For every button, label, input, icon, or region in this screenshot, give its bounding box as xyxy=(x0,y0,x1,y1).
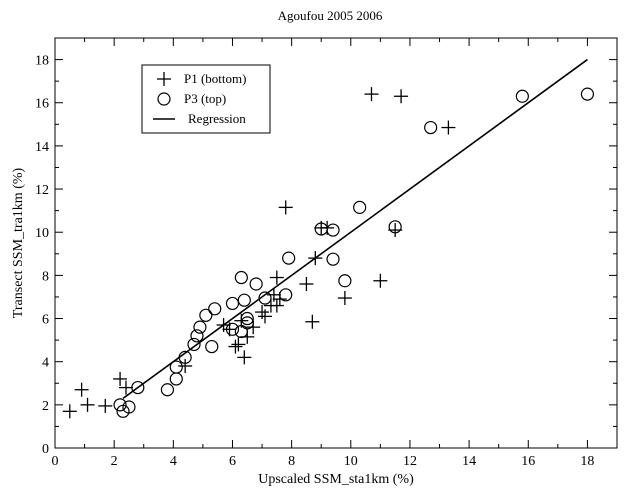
x-tick-label: 14 xyxy=(462,454,476,469)
p3-point xyxy=(208,302,222,316)
p3-point xyxy=(237,293,251,307)
p1-point xyxy=(62,404,77,419)
legend: P1 (bottom) P3 (top) Regression xyxy=(141,64,271,134)
p1-point xyxy=(337,291,352,306)
p3-point xyxy=(234,270,248,285)
p3-point xyxy=(515,89,529,103)
p3-point xyxy=(187,337,201,352)
p1-point xyxy=(80,397,95,412)
y-tick-label: 0 xyxy=(42,442,49,457)
p1-point xyxy=(228,339,243,354)
p1-point xyxy=(364,87,379,102)
y-tick-label: 4 xyxy=(42,356,49,371)
legend-label-p3: P3 (top) xyxy=(184,91,226,106)
p3-point xyxy=(160,383,174,397)
legend-marker-p3 xyxy=(157,92,171,106)
p1-point xyxy=(74,382,89,397)
p1-point xyxy=(237,350,252,365)
p1-point xyxy=(394,89,409,104)
p1-point xyxy=(308,251,323,266)
p1-point xyxy=(272,292,287,307)
p1-point xyxy=(178,359,193,373)
p3-point xyxy=(225,296,240,311)
p3-point xyxy=(326,252,340,266)
regression-line xyxy=(122,58,588,400)
p1-point xyxy=(441,120,456,135)
legend-label-p1: P1 (bottom) xyxy=(184,71,246,86)
p1-point xyxy=(278,200,293,215)
p3-point xyxy=(199,308,213,322)
p1-point xyxy=(118,380,133,395)
p1-point xyxy=(258,309,273,324)
x-tick-label: 8 xyxy=(288,454,295,469)
y-tick-label: 16 xyxy=(35,97,49,112)
y-tick-label: 10 xyxy=(35,226,49,241)
x-tick-label: 16 xyxy=(521,454,535,469)
y-tick-label: 8 xyxy=(42,269,49,284)
chart-title: Agoufou 2005 2006 xyxy=(278,8,383,23)
legend-marker-p1 xyxy=(157,72,171,86)
p1-point xyxy=(231,337,246,352)
p1-point xyxy=(299,277,314,291)
axis-ticks: 0 2 4 6 8 10 12 14 16 18 0 2 4 6 8 10 12 14 16 18 xyxy=(35,38,617,469)
p3-point xyxy=(169,372,183,386)
p1-point xyxy=(246,320,261,335)
y-axis-label: Transect SSM_tra1km (%) xyxy=(11,167,26,318)
p3-point xyxy=(580,87,595,101)
p3-point xyxy=(326,223,340,237)
p3-point xyxy=(353,200,367,214)
p3-point xyxy=(205,339,219,354)
p1-point xyxy=(113,371,128,386)
p3-point xyxy=(424,120,438,135)
y-tick-label: 2 xyxy=(42,399,49,414)
x-tick-label: 10 xyxy=(344,454,358,469)
x-tick-label: 4 xyxy=(170,454,177,469)
p1-point xyxy=(305,314,320,329)
p3-point xyxy=(122,400,136,414)
p3-point xyxy=(169,360,183,374)
p1-point xyxy=(320,220,335,235)
x-axis-label: Upscaled SSM_sta1km (%) xyxy=(258,472,414,487)
y-tick-label: 12 xyxy=(35,183,49,198)
p3-point xyxy=(338,274,352,288)
legend-label-regression: Regression xyxy=(188,111,246,126)
data-marks xyxy=(62,58,595,419)
p1-point xyxy=(234,313,249,328)
legend-box xyxy=(141,64,271,134)
x-tick-label: 2 xyxy=(111,454,118,469)
y-tick-label: 18 xyxy=(35,54,49,69)
p3-point xyxy=(190,329,204,343)
p1-point xyxy=(373,273,388,288)
y-tick-label: 14 xyxy=(35,140,49,155)
plot-frame xyxy=(54,37,618,449)
p3-point xyxy=(282,251,296,265)
p3-point xyxy=(193,320,207,334)
p3-point xyxy=(113,398,127,412)
x-tick-label: 12 xyxy=(403,454,417,469)
p1-point xyxy=(98,398,113,413)
x-tick-label: 0 xyxy=(52,454,59,469)
y-tick-label: 6 xyxy=(42,313,49,328)
p1-point xyxy=(222,322,237,337)
p1-point xyxy=(269,298,284,313)
x-tick-label: 18 xyxy=(580,454,594,469)
x-tick-label: 6 xyxy=(229,454,236,469)
p3-point xyxy=(258,291,272,305)
p1-point xyxy=(269,270,284,285)
p1-point xyxy=(388,223,403,238)
p1-point xyxy=(240,329,255,344)
p3-point xyxy=(249,277,263,291)
